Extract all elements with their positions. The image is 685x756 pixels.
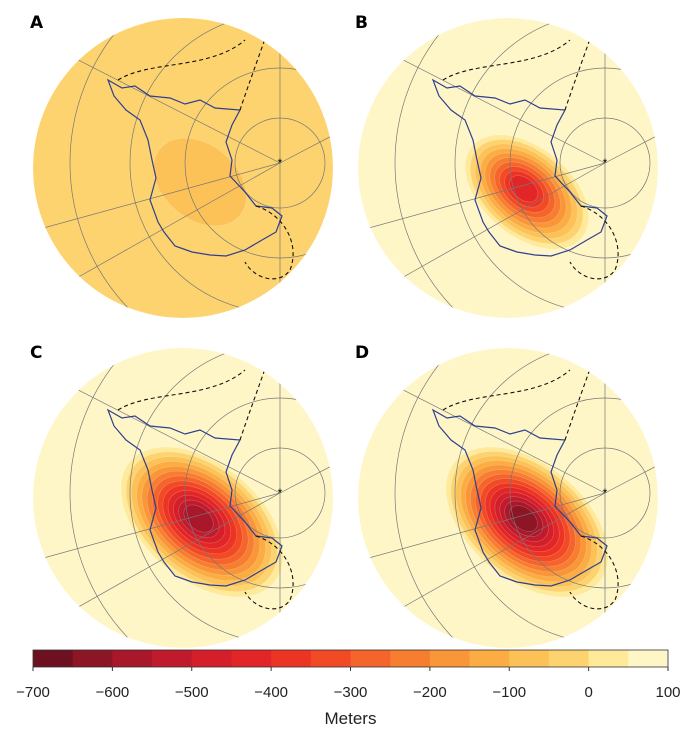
colorbar-segment	[628, 650, 669, 667]
map-area: *	[33, 348, 333, 648]
colorbar-tick-label: −500	[175, 684, 209, 701]
meridian	[358, 492, 606, 571]
ice-shelf-edge	[442, 18, 619, 280]
pole-marker: *	[603, 156, 608, 170]
colorbar-label: Meters	[325, 709, 377, 728]
colorbar-segment	[310, 650, 351, 667]
colorbar-segment	[548, 650, 590, 667]
ice-shelf-edge	[117, 348, 294, 610]
colorbar-tick-label: −600	[95, 684, 129, 701]
meridian	[33, 162, 281, 241]
colorbar-segment	[152, 650, 193, 667]
pole-marker: *	[603, 486, 608, 500]
colorbar-segment	[390, 650, 431, 667]
map-area: *	[358, 348, 658, 648]
graticule	[69, 348, 333, 648]
meridian	[279, 429, 333, 494]
map-panel: *A	[30, 13, 333, 318]
map-panel: *C	[30, 343, 333, 648]
colorbar-segment	[588, 650, 629, 667]
colorbar-segment	[72, 650, 113, 667]
colorbar-segment	[33, 650, 74, 667]
map-area: *	[33, 18, 333, 318]
colorbar-segment	[112, 650, 153, 667]
meridian	[604, 429, 658, 494]
panel-label: A	[30, 13, 44, 33]
panel-label: D	[355, 343, 369, 363]
colorbar-tick-label: 0	[584, 684, 592, 701]
pole-marker: *	[278, 486, 283, 500]
panel-label: C	[30, 343, 42, 363]
colorbar-tick-label: −200	[413, 684, 447, 701]
meridian	[279, 99, 333, 164]
colorbar-segment	[231, 650, 272, 667]
colorbar-tick-label: 100	[655, 684, 680, 701]
panel-label: B	[355, 13, 368, 33]
graticule	[394, 18, 658, 318]
meridian	[604, 99, 658, 164]
colorbar-segment	[469, 650, 510, 667]
colorbar-segment	[509, 650, 550, 667]
map-area: *	[358, 18, 658, 318]
contour	[153, 137, 247, 227]
colorbar-segment	[191, 650, 232, 667]
colorbar-tick-label: −400	[254, 684, 288, 701]
colorbar-tick-label: −300	[334, 684, 368, 701]
map-panel: *D	[355, 343, 658, 648]
ice-shelf-edge	[117, 18, 294, 280]
meridian	[33, 492, 281, 571]
colorbar-tick-label: −700	[16, 684, 50, 701]
graticule	[69, 18, 333, 318]
colorbar-segment	[429, 650, 471, 667]
colorbar-segment	[350, 650, 391, 667]
meridian	[358, 162, 606, 241]
ice-shelf-edge	[442, 348, 619, 610]
colorbar-segment	[271, 650, 312, 667]
pole-marker: *	[278, 156, 283, 170]
colorbar-tick-label: −100	[492, 684, 526, 701]
map-panel: *B	[355, 13, 658, 318]
graticule	[394, 348, 658, 648]
